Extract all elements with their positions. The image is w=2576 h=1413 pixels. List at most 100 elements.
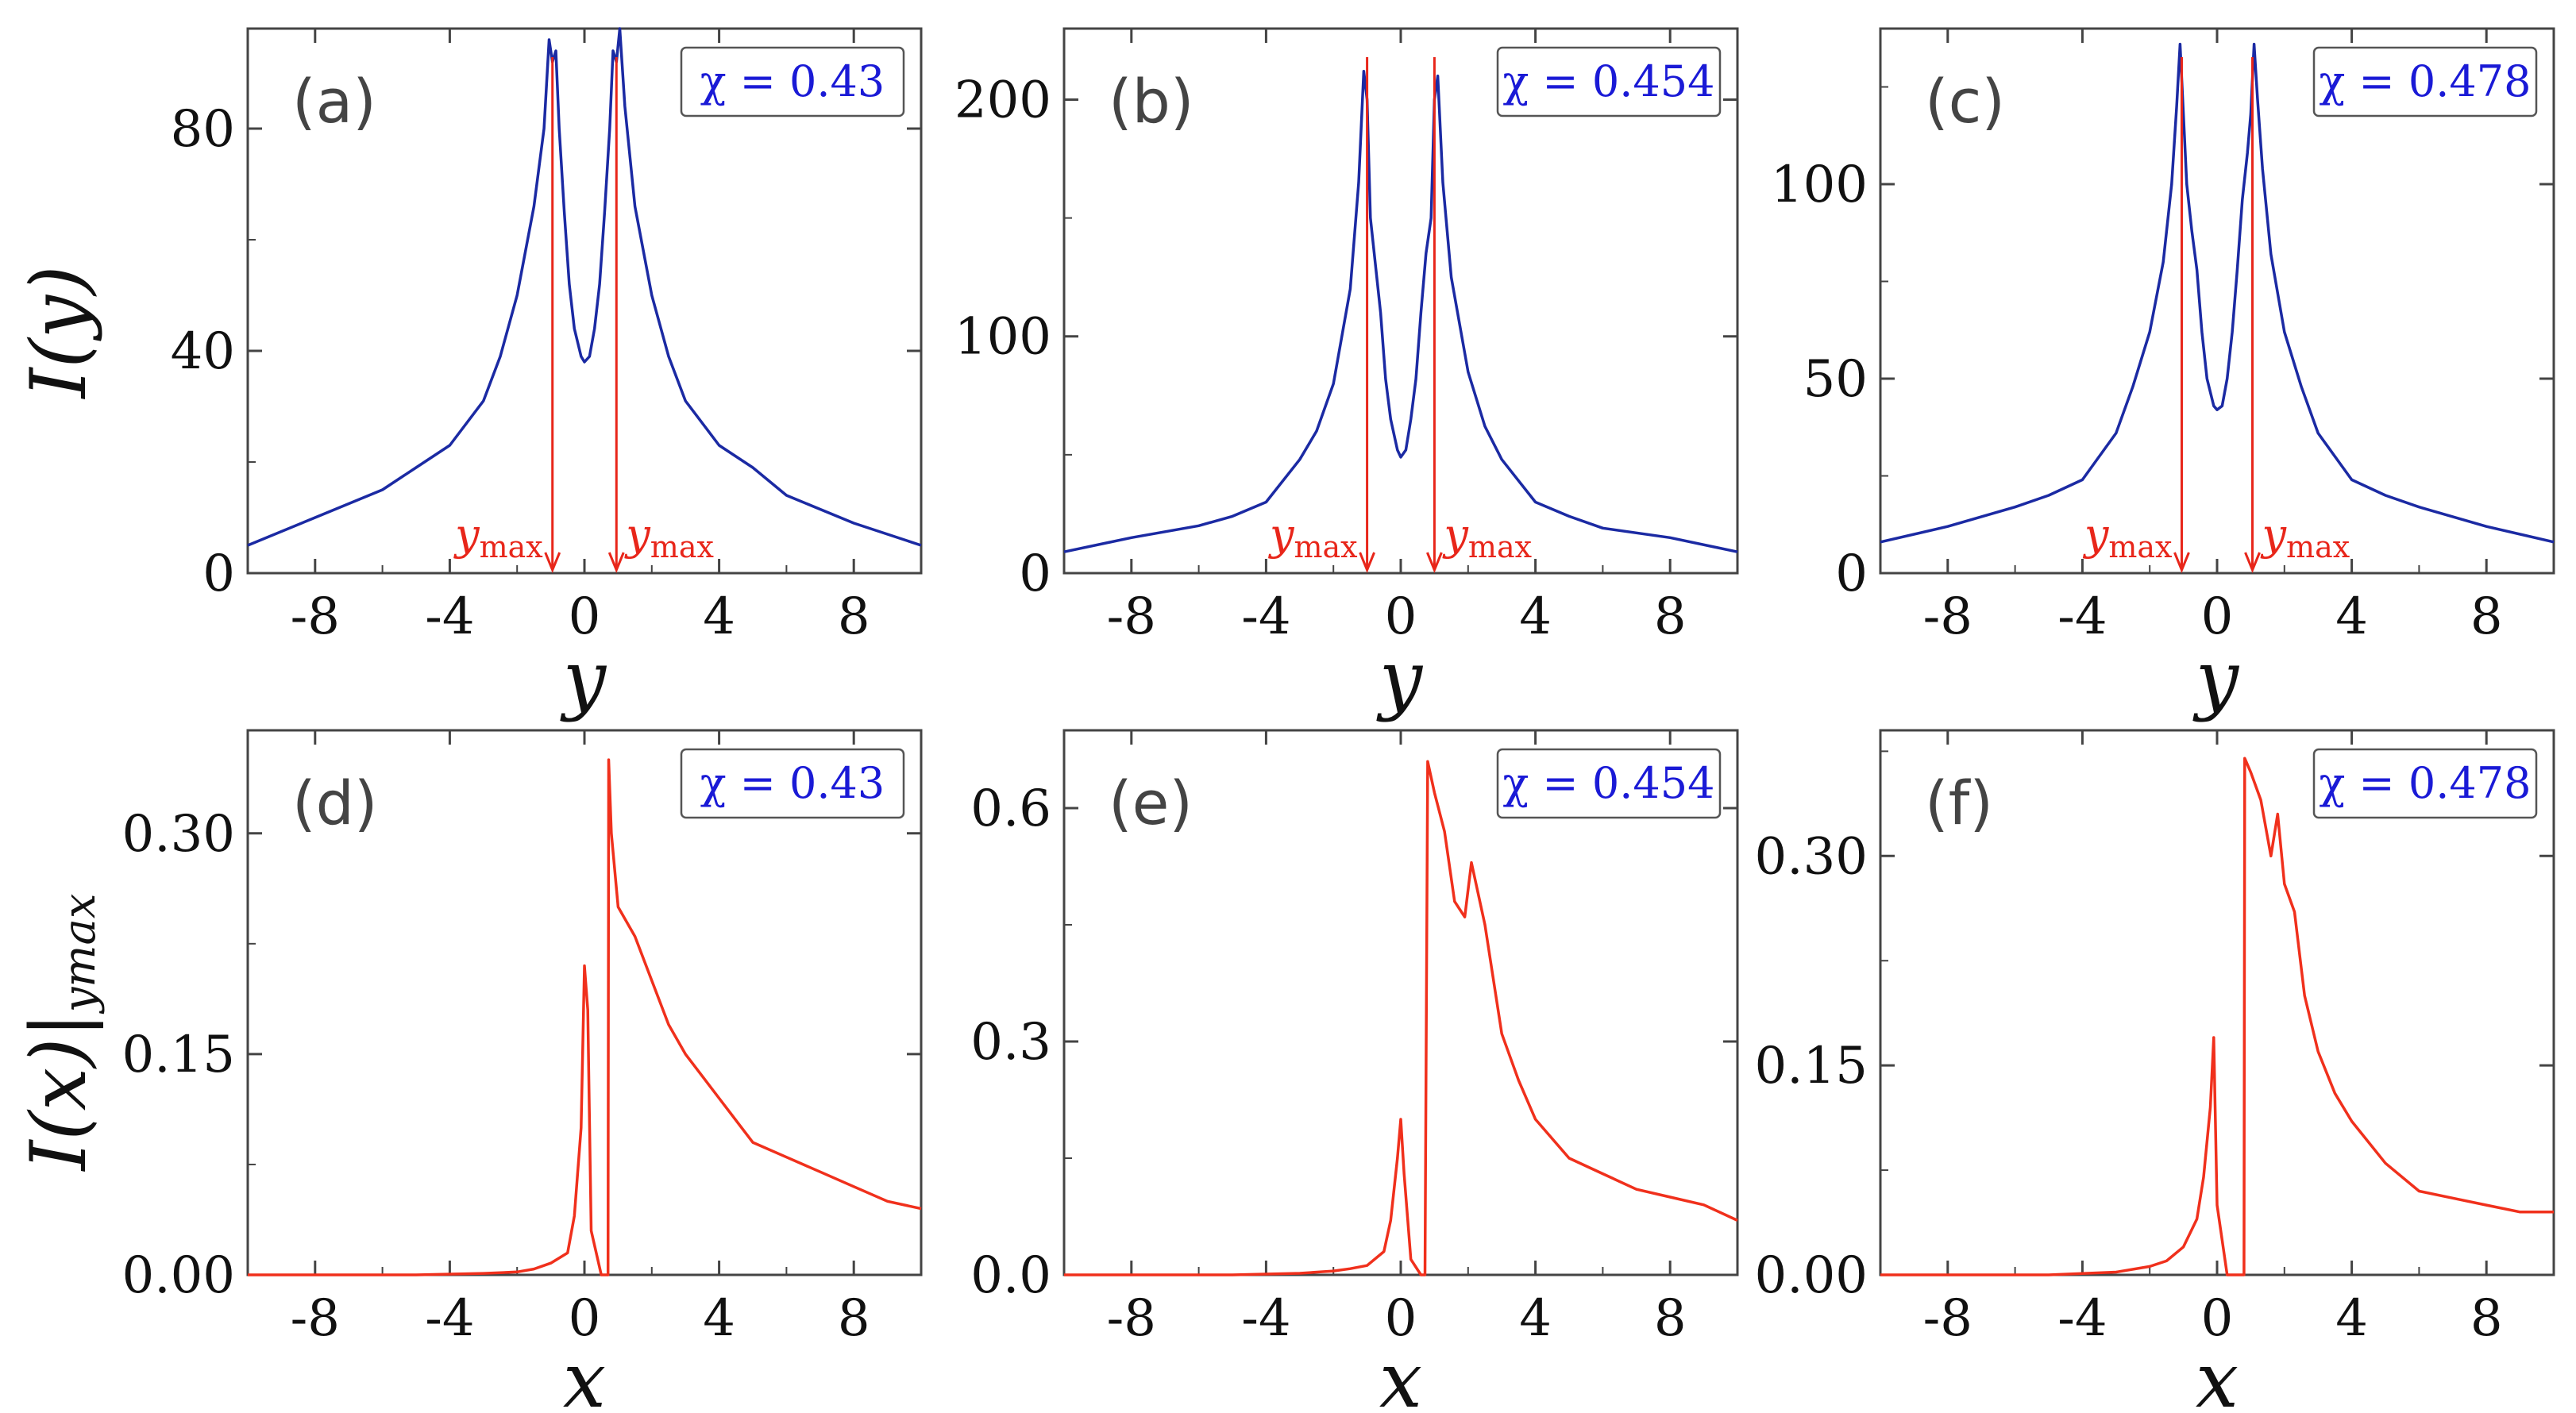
y-axis-title-top: I(y) — [14, 265, 103, 399]
legend-label: χ = 0.43 — [700, 758, 885, 808]
ymax-marker-arrowhead — [2244, 552, 2261, 573]
panel-letter: (d) — [292, 768, 378, 838]
y-tick-label: 50 — [1803, 350, 1868, 409]
x-tick-label: -4 — [1241, 587, 1290, 646]
x-tick-label: 0 — [569, 587, 601, 646]
x-tick-label: 0 — [2201, 587, 2234, 646]
ymax-label: ymax — [1268, 510, 1358, 564]
panel-letter: (f) — [1925, 768, 1993, 838]
legend-box — [1496, 748, 1722, 819]
x-tick-label: -4 — [2057, 1289, 2107, 1348]
y-tick-label: 80 — [171, 100, 235, 159]
y-tick-label: 0 — [1019, 545, 1051, 603]
x-tick-label: -8 — [1107, 587, 1156, 646]
panel-f: -8 -4 0 4 8 0.00 0.15 0.30 x (f) χ = 0.478 — [1755, 729, 2555, 1413]
x-tick-label: 0 — [569, 1289, 601, 1348]
x-axis-title: x — [1379, 1336, 1422, 1413]
legend-box — [1496, 46, 1722, 117]
legend-label: χ = 0.454 — [1503, 758, 1715, 808]
panel-c: -8 -4 0 4 8 0 50 100 y ymax ymax (c) χ = 0.478 — [1771, 27, 2555, 723]
panel-letter: (e) — [1109, 768, 1193, 838]
series-line — [1880, 42, 2555, 544]
x-tick-label: 8 — [838, 1289, 870, 1348]
x-axis-title: x — [2196, 1336, 2239, 1413]
ymax-marker-arrowhead — [1359, 552, 1375, 573]
y-tick-label: 0.00 — [1755, 1246, 1868, 1305]
y-tick-label: 0.0 — [970, 1246, 1051, 1305]
ymax-label: ymax — [453, 510, 543, 564]
x-tick-label: -8 — [1923, 587, 1972, 646]
x-tick-label: 8 — [2470, 587, 2503, 646]
panel-d: -8 -4 0 4 8 0.00 0.15 0.30 x (d) χ = 0.43 — [122, 729, 923, 1413]
x-tick-label: 4 — [703, 587, 735, 646]
x-tick-label: -8 — [291, 1289, 340, 1348]
y-tick-label: 100 — [1771, 156, 1868, 214]
y-tick-label: 0.3 — [970, 1013, 1051, 1072]
series-line — [1063, 69, 1738, 553]
y-tick-label: 0.30 — [122, 805, 236, 864]
y-axis-title-bottom-sub: ymax — [54, 893, 106, 1015]
panel-b: -8 -4 0 4 8 0 100 200 y ymax ymax (b) χ = 0.454 — [954, 27, 1739, 723]
x-tick-label: -4 — [425, 587, 474, 646]
y-axis-title-bottom: I(x)| — [14, 1012, 103, 1172]
x-tick-label: 8 — [1654, 587, 1687, 646]
legend-box — [2312, 46, 2538, 117]
legend-label: χ = 0.478 — [2320, 56, 2532, 106]
panel-letter: (c) — [1925, 66, 2005, 137]
ymax-marker-arrowhead — [1426, 552, 1443, 573]
x-tick-label: 0 — [2201, 1289, 2234, 1348]
x-tick-label: 0 — [1385, 1289, 1417, 1348]
ymax-label: ymax — [2261, 510, 2350, 564]
x-tick-label: 4 — [2335, 587, 2368, 646]
x-axis-title: x — [563, 1336, 606, 1413]
ymax-label: ymax — [2083, 510, 2173, 564]
y-tick-label: 0.6 — [970, 780, 1051, 838]
y-tick-label: 0.15 — [122, 1026, 236, 1084]
y-tick-label: 0 — [1835, 545, 1868, 603]
x-tick-label: 4 — [703, 1289, 735, 1348]
ymax-marker-arrowhead — [607, 552, 625, 573]
x-tick-label: -8 — [1923, 1289, 1972, 1348]
x-axis-title: y — [1376, 634, 1424, 723]
x-tick-label: 4 — [2335, 1289, 2368, 1348]
x-tick-label: -8 — [1107, 1289, 1156, 1348]
y-label-top: I(y) — [14, 265, 103, 399]
y-tick-label: 0.00 — [122, 1246, 236, 1305]
ymax-marker-arrowhead — [2173, 552, 2190, 573]
legend-box — [2312, 748, 2538, 819]
y-label-bottom: I(x)|ymax — [14, 893, 106, 1172]
x-tick-label: 8 — [1654, 1289, 1687, 1348]
legend-label: χ = 0.43 — [700, 56, 885, 106]
x-tick-label: 4 — [1519, 587, 1552, 646]
x-tick-label: 0 — [1385, 587, 1417, 646]
x-tick-label: -4 — [2057, 587, 2107, 646]
legend-box — [680, 748, 905, 819]
series-line — [1880, 757, 2554, 1276]
svg-text:I(x)|ymax: I(x)|ymax — [14, 893, 106, 1172]
panel-e: -8 -4 0 4 8 0.0 0.3 0.6 x (e) χ = 0.454 — [970, 729, 1739, 1413]
y-tick-label: 100 — [954, 308, 1051, 367]
panel-letter: (a) — [292, 66, 376, 137]
y-tick-label: 0.15 — [1755, 1037, 1868, 1095]
y-tick-label: 200 — [954, 71, 1051, 129]
x-tick-label: -8 — [291, 587, 340, 646]
series-line — [1064, 760, 1738, 1276]
x-tick-label: 8 — [838, 587, 870, 646]
legend-label: χ = 0.478 — [2320, 758, 2532, 808]
y-tick-label: 0 — [202, 545, 235, 603]
panel-letter: (b) — [1109, 66, 1194, 137]
x-tick-label: -4 — [425, 1289, 474, 1348]
series-line — [248, 758, 922, 1276]
y-tick-label: 40 — [171, 322, 235, 381]
ymax-marker-arrowhead — [544, 552, 561, 573]
x-tick-label: 8 — [2470, 1289, 2503, 1348]
x-axis-title: y — [560, 634, 607, 723]
x-tick-label: -4 — [1241, 1289, 1290, 1348]
series-line — [247, 27, 922, 547]
ymax-label: ymax — [1442, 510, 1532, 564]
ymax-label: ymax — [624, 510, 714, 564]
legend-label: χ = 0.454 — [1503, 56, 1715, 106]
